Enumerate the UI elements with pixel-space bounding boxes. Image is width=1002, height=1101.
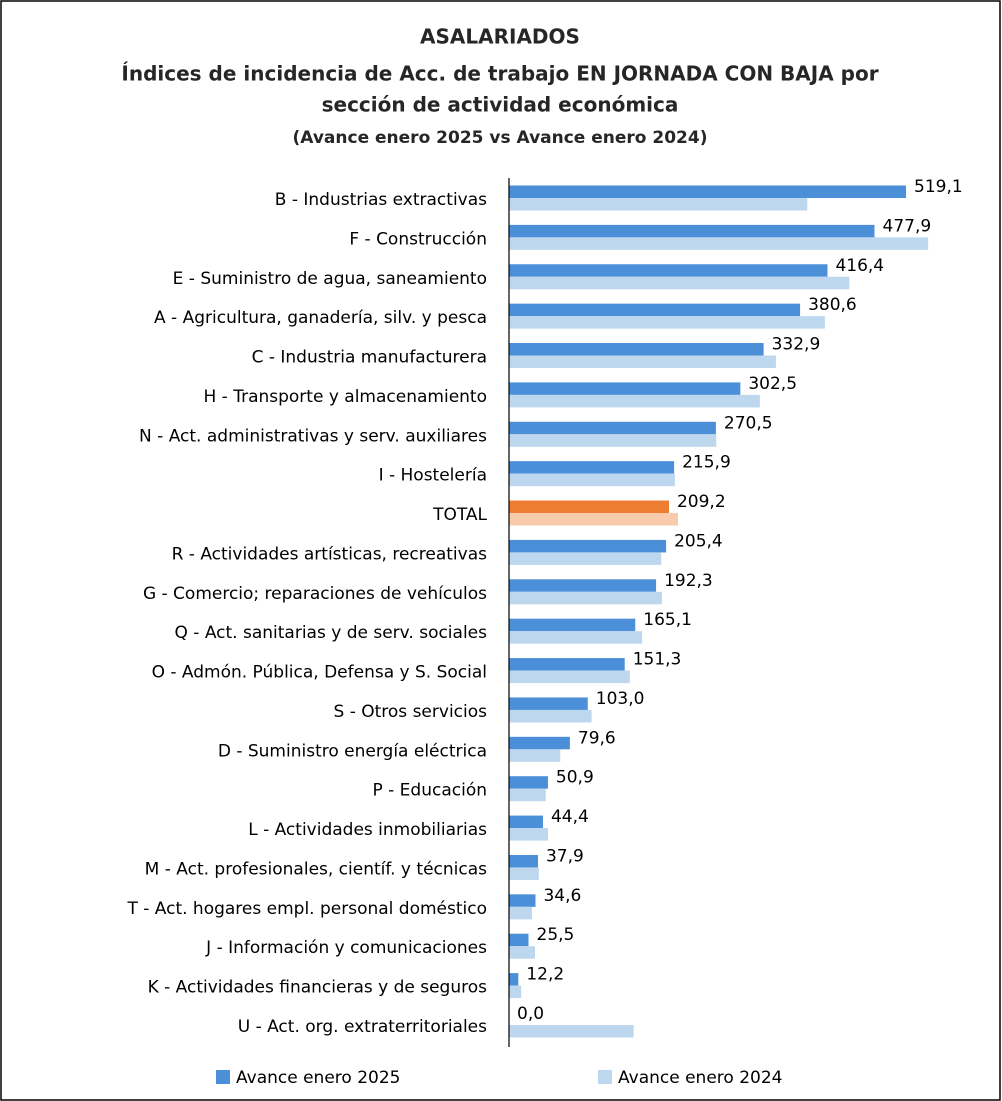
bar [509,985,522,999]
bar [509,552,662,565]
bar [509,264,828,277]
chart-note: (Avance enero 2025 vs Avance enero 2024) [293,128,708,148]
category-label: H - Transporte y almacenamiento [203,387,487,407]
value-label: 192,3 [664,571,713,591]
bar [509,973,519,986]
bar [509,316,825,329]
bar [509,421,716,435]
value-label: 37,9 [546,846,584,866]
bar [509,513,679,526]
category-label: G - Comercio; reparaciones de vehículos [143,584,487,604]
bar [509,828,549,841]
bar [509,749,561,762]
bar [509,303,801,317]
bar [509,815,543,829]
bar [509,658,625,671]
value-label: 380,6 [808,295,857,315]
category-label: T - Act. hogares empl. personal doméstic… [126,899,487,919]
bar [509,631,643,644]
bar [509,736,570,750]
category-label: R - Actividades artísticas, recreativas [172,544,488,564]
bar [509,434,717,447]
bar [509,894,536,907]
category-label: B - Industrias extractivas [275,190,487,210]
category-label: C - Industria manufacturera [252,348,487,368]
bar [509,618,636,632]
value-label: 79,6 [578,728,616,748]
value-label: 209,2 [677,492,726,512]
value-label: 270,5 [724,413,773,433]
category-label: N - Act. administrativas y serv. auxilia… [139,426,487,446]
category-label: I - Hostelería [379,466,487,486]
value-label: 12,2 [526,965,564,985]
value-label: 44,4 [551,807,589,827]
bar [509,473,675,487]
category-label: K - Actividades financieras y de seguros [148,978,488,998]
value-label: 165,1 [643,610,692,630]
bar [509,946,536,959]
bar [509,933,529,947]
value-label: 477,9 [883,216,932,236]
bar [509,355,776,369]
bar [509,382,741,395]
category-label: J - Información y comunicaciones [205,938,487,958]
bar [509,185,907,198]
value-label: 332,9 [772,335,821,355]
category-label: P - Educación [372,781,487,801]
bar [509,579,657,592]
bar [509,591,662,605]
bar [509,776,548,789]
bar [509,867,539,880]
value-label: 416,4 [835,256,884,276]
category-label: A - Agricultura, ganadería, silv. y pesc… [154,308,487,328]
category-label: D - Suministro energía eléctrica [218,741,487,761]
category-label: S - Otros servicios [334,702,488,722]
value-label: 151,3 [633,650,682,670]
category-label: E - Suministro de agua, saneamiento [173,269,487,289]
legend-swatch [216,1070,230,1084]
bar [509,539,667,553]
value-label: 34,6 [543,886,581,906]
bar [509,670,630,684]
bar [509,854,538,868]
bar [509,224,875,238]
bar [509,394,760,408]
bar [509,500,669,514]
bar [509,276,850,290]
category-label: F - Construcción [349,229,487,249]
bar [509,788,546,802]
bar [509,709,592,723]
category-label: Q - Act. sanitarias y de serv. sociales [175,623,488,643]
category-label: U - Act. org. extraterritoriales [238,1017,487,1037]
chart-title: ASALARIADOS [420,25,580,49]
value-label: 103,0 [596,689,645,709]
chart-subtitle: sección de actividad económica [322,93,679,117]
category-label: TOTAL [432,505,487,525]
bar [509,343,764,356]
legend-label: Avance enero 2024 [618,1068,782,1088]
category-label: M - Act. profesionales, científ. y técni… [145,859,487,879]
bar [509,906,532,920]
value-label: 0,0 [517,1004,544,1024]
value-label: 25,5 [537,925,575,945]
value-label: 215,9 [682,453,731,473]
bar [509,461,675,474]
category-label: L - Actividades inmobiliarias [248,820,487,840]
legend-swatch [598,1070,612,1084]
category-label: O - Admón. Pública, Defensa y S. Social [152,663,487,683]
value-label: 50,9 [556,768,594,788]
value-label: 205,4 [674,531,723,551]
value-label: 302,5 [748,374,797,394]
chart-subtitle: Índices de incidencia de Acc. de trabajo… [121,62,878,86]
bar [509,697,588,710]
bar [509,1024,634,1038]
legend-label: Avance enero 2025 [236,1068,400,1088]
bar [509,198,808,211]
bar [509,237,929,250]
value-label: 519,1 [914,177,963,197]
